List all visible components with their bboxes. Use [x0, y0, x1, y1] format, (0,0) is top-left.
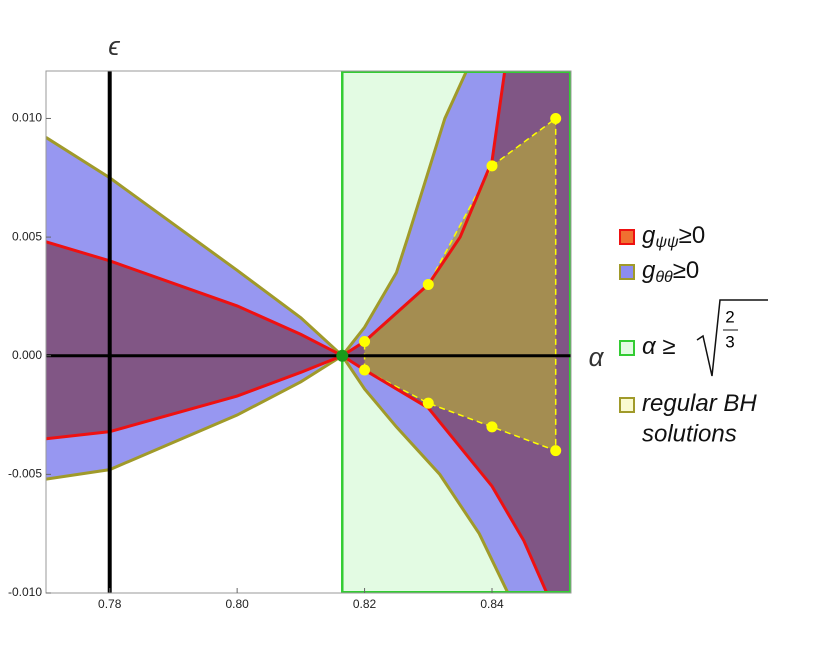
legend-swatch: [619, 229, 635, 245]
solution-point: [422, 397, 434, 409]
legend-num: 2: [725, 307, 734, 326]
legend-label: solutions: [642, 420, 737, 447]
solution-point: [422, 279, 434, 291]
y-axis-label: ϵ: [108, 31, 120, 61]
legend-text: ≥0: [673, 257, 700, 284]
legend-label: gψψ≥0: [642, 222, 705, 251]
x-tick-label: 0.82: [353, 597, 377, 611]
sqrt-sign: [696, 299, 768, 377]
legend-swatch: [619, 264, 635, 280]
boundary-curve: [46, 240, 343, 358]
solution-point: [486, 160, 498, 172]
boundary-curve: [46, 354, 343, 441]
x-axis-label: α: [589, 342, 605, 372]
boundary-curve: [46, 354, 344, 481]
region-fill: [46, 241, 343, 439]
y-tick-label: -0.010: [8, 585, 42, 599]
y-tick-label: 0.000: [12, 348, 42, 362]
critical-point: [336, 349, 349, 362]
legend-label: gθθ≥0: [642, 257, 699, 286]
legend-text: α ≥: [642, 333, 676, 360]
legend-text: ≥0: [679, 222, 706, 249]
plot-area: [46, 71, 571, 593]
legend-den: 3: [725, 332, 734, 351]
legend-text: g: [642, 257, 656, 284]
boundary-curve: [341, 354, 510, 593]
legend-text: g: [642, 222, 656, 249]
legend-swatch: [619, 397, 635, 413]
solution-point: [550, 445, 562, 457]
y-tick-label: 0.010: [12, 111, 42, 125]
band-outline: [342, 71, 571, 593]
legend-text: θθ: [655, 269, 673, 286]
solution-point: [359, 364, 371, 376]
y-tick-label: 0.005: [12, 229, 42, 243]
boundary-curve: [46, 136, 344, 357]
solution-point: [486, 421, 498, 433]
boundary-curve: [341, 71, 468, 357]
solution-point: [550, 112, 562, 124]
legend-swatch: [619, 340, 635, 356]
legend-label: α ≥: [642, 333, 676, 360]
x-tick-label: 0.84: [480, 597, 504, 611]
legend-text: ψψ: [655, 234, 679, 251]
frame: [45, 70, 572, 594]
x-tick-label: 0.80: [225, 597, 249, 611]
x-tick-label: 0.78: [98, 597, 122, 611]
legend-label: regular BH: [642, 390, 757, 417]
legend-text: regular BH: [642, 390, 757, 417]
y-tick-label: -0.005: [8, 467, 42, 481]
solution-point: [359, 335, 371, 347]
